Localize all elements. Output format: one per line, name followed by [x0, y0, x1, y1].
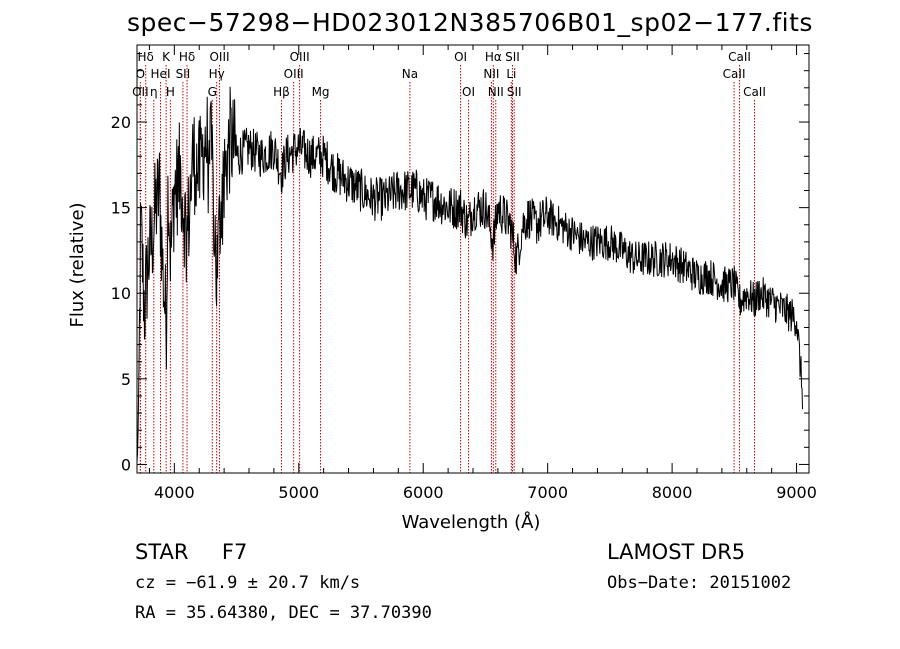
- line-marker-label: SII: [176, 67, 191, 81]
- spectrum-line: [136, 86, 803, 462]
- x-tick-label: 7000: [527, 483, 568, 502]
- line-marker-label: Hδ: [138, 50, 154, 64]
- y-axis-ticks: 0 5 10 15 20: [111, 53, 809, 474]
- x-tick-label: 5000: [278, 483, 319, 502]
- object-subclass: F7: [221, 540, 248, 564]
- line-marker-label: NII: [488, 85, 504, 99]
- x-tick-label: 8000: [652, 483, 693, 502]
- object-class: STAR: [135, 540, 189, 564]
- line-marker-label: Li: [506, 67, 516, 81]
- line-marker-label: CaII: [728, 50, 751, 64]
- chart-title: spec−57298−HD023012N385706B01_sp02−177.f…: [127, 8, 813, 37]
- x-tick-label: 6000: [403, 483, 444, 502]
- object-class-line: STAR F7: [135, 540, 247, 564]
- line-marker-label: η: [150, 85, 158, 99]
- redshift-velocity: cz = −61.9 ± 20.7 km/s: [135, 573, 361, 593]
- line-marker-label: OIII: [284, 67, 304, 81]
- line-marker-label: Na: [402, 67, 418, 81]
- y-tick-label: 0: [121, 455, 131, 474]
- y-tick-label: 15: [111, 199, 131, 218]
- line-marker-label: Hβ: [273, 85, 290, 99]
- x-axis-label: Wavelength (Å): [402, 511, 541, 533]
- line-marker-label: O: [136, 67, 145, 81]
- y-tick-label: 20: [111, 113, 131, 132]
- line-marker-label: OI: [462, 85, 475, 99]
- y-axis-label: Flux (relative): [67, 202, 88, 327]
- line-marker-label: CaII: [723, 67, 746, 81]
- line-marker-label: OIII: [290, 50, 310, 64]
- survey-name: LAMOST DR5: [607, 540, 746, 564]
- x-tick-label: 4000: [154, 483, 195, 502]
- observation-date: Obs−Date: 20151002: [607, 573, 792, 593]
- line-marker-label: OIII: [209, 50, 229, 64]
- line-marker-label: H: [166, 85, 175, 99]
- line-marker-label: Hδ: [179, 50, 195, 64]
- line-marker-label: K: [162, 50, 171, 64]
- y-tick-label: 10: [111, 284, 131, 303]
- line-marker-label: SII: [507, 85, 522, 99]
- line-marker-label: NII: [483, 67, 499, 81]
- line-marker-label: OI: [454, 50, 467, 64]
- line-marker-label: CaII: [743, 85, 766, 99]
- plot-frame: [136, 44, 810, 474]
- x-tick-label: 9000: [776, 483, 817, 502]
- line-marker-label: G: [208, 85, 217, 99]
- line-marker-label: Hγ: [209, 67, 225, 81]
- y-tick-label: 5: [121, 370, 131, 389]
- line-marker-label: OII: [132, 85, 149, 99]
- line-marker-label: Mg: [312, 85, 330, 99]
- line-marker-label: Hα: [485, 50, 502, 64]
- x-axis-ticks: 4000 5000 6000 7000 8000 9000: [148, 45, 817, 502]
- line-marker-label: SII: [505, 50, 520, 64]
- line-marker-label: HeI: [151, 67, 171, 81]
- coordinates: RA = 35.64380, DEC = 37.70390: [135, 603, 432, 623]
